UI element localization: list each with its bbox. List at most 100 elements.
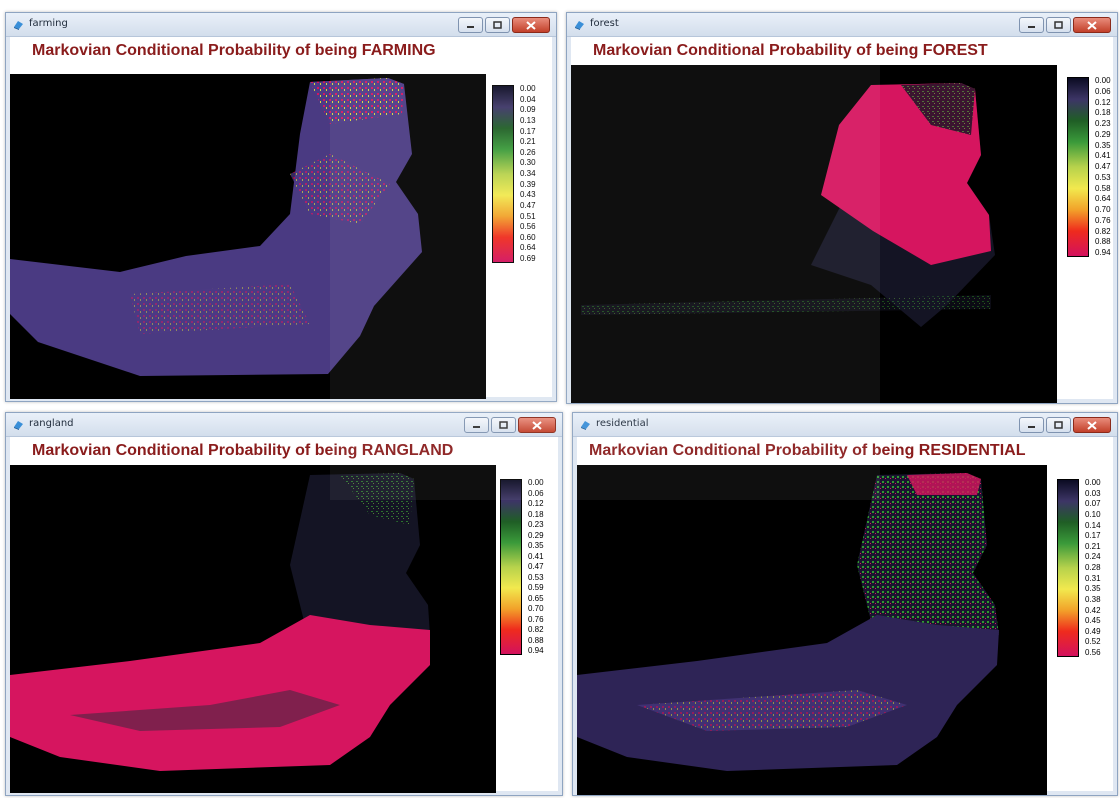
maximize-icon <box>493 21 502 29</box>
legend-tick: 0.52 <box>1085 637 1101 647</box>
legend-tick: 0.28 <box>1085 563 1101 572</box>
forest-window[interactable]: forest Markovian Conditional Probability… <box>566 12 1118 404</box>
close-button[interactable] <box>1073 17 1111 33</box>
legend-color-ramp <box>492 85 514 263</box>
minimize-icon <box>1028 25 1035 28</box>
legend-tick: 0.06 <box>1095 86 1111 96</box>
legend-tick: 0.39 <box>520 179 536 189</box>
legend-tick: 0.88 <box>1095 237 1111 247</box>
map-raster <box>10 78 422 376</box>
legend-tick: 0.76 <box>528 614 544 624</box>
minimize-icon <box>473 425 480 428</box>
legend-tick: 0.94 <box>528 646 544 655</box>
legend-tick: 0.41 <box>528 551 544 561</box>
window-title: farming <box>29 18 68 29</box>
legend-tick: 0.06 <box>528 488 544 498</box>
minimize-icon <box>467 25 474 28</box>
legend-tick: 0.09 <box>520 105 536 115</box>
window-content: Markovian Conditional Probability of bei… <box>10 437 560 793</box>
legend-tick: 0.30 <box>520 158 536 168</box>
title-bar[interactable]: residential <box>573 413 1117 437</box>
layer-app-icon <box>581 421 590 430</box>
legend-tick: 0.41 <box>1095 151 1111 161</box>
map-heading: Markovian Conditional Probability of bei… <box>32 442 454 459</box>
legend-tick: 0.21 <box>1085 541 1101 551</box>
maximize-button[interactable] <box>1046 17 1071 33</box>
legend-tick: 0.10 <box>1085 509 1101 519</box>
window-content: Markovian Conditional Probability of bei… <box>571 37 1113 403</box>
farming-window[interactable]: farming Markovian Conditional Probabilit… <box>5 12 557 402</box>
legend-tick: 0.53 <box>1095 172 1111 182</box>
legend-tick: 0.24 <box>1085 552 1101 562</box>
window-content: Markovian Conditional Probability of bei… <box>577 437 1113 795</box>
minimize-button[interactable] <box>458 17 483 33</box>
title-bar[interactable]: farming <box>6 13 556 37</box>
map-legend: 0.00 0.06 0.12 0.18 0.23 0.29 0.35 0.41 … <box>500 479 560 655</box>
farming-probability-map <box>10 74 486 399</box>
legend-tick: 0.47 <box>1095 162 1111 171</box>
legend-tick: 0.17 <box>1085 531 1101 541</box>
legend-tick: 0.35 <box>1095 140 1111 150</box>
legend-tick: 0.56 <box>1085 648 1101 657</box>
map-raster <box>577 473 999 771</box>
close-icon <box>532 420 542 430</box>
map-legend: 0.00 0.03 0.07 0.10 0.14 0.17 0.21 0.24 … <box>1057 479 1117 657</box>
map-legend: 0.00 0.06 0.12 0.18 0.23 0.29 0.35 0.41 … <box>1067 76 1117 257</box>
minimize-icon <box>1028 425 1035 428</box>
legend-tick: 0.29 <box>528 530 544 540</box>
window-title: forest <box>590 18 619 29</box>
map-raster <box>581 83 995 327</box>
legend-tick: 0.21 <box>520 137 536 147</box>
layer-app-icon <box>14 21 23 30</box>
maximize-icon <box>499 421 508 429</box>
minimize-button[interactable] <box>1019 17 1044 33</box>
legend-tick: 0.03 <box>1085 488 1101 498</box>
legend-tick: 0.35 <box>1085 584 1101 594</box>
residential-window[interactable]: residential Markovian Conditional Probab… <box>572 412 1118 796</box>
legend-tick: 0.94 <box>1095 248 1111 257</box>
legend-tick: 0.51 <box>520 211 536 221</box>
legend-tick: 0.47 <box>528 562 544 571</box>
close-button[interactable] <box>518 417 556 433</box>
map-heading: Markovian Conditional Probability of bei… <box>32 42 436 59</box>
legend-tick: 0.12 <box>1095 97 1111 107</box>
layer-app-icon <box>14 421 23 430</box>
maximize-button[interactable] <box>485 17 510 33</box>
close-icon <box>526 20 536 30</box>
minimize-button[interactable] <box>464 417 489 433</box>
legend-tick: 0.13 <box>520 115 536 125</box>
maximize-icon <box>1054 21 1063 29</box>
legend-tick: 0.70 <box>1095 205 1111 214</box>
legend-tick: 0.07 <box>1085 499 1101 509</box>
maximize-icon <box>1054 421 1063 429</box>
legend-tick: 0.00 <box>1085 478 1101 487</box>
legend-color-ramp <box>500 479 522 655</box>
legend-tick: 0.88 <box>528 635 544 645</box>
legend-tick: 0.18 <box>1095 108 1111 118</box>
close-button[interactable] <box>512 17 550 33</box>
title-bar[interactable]: rangland <box>6 413 562 437</box>
legend-tick: 0.47 <box>520 200 536 210</box>
close-icon <box>1087 420 1097 430</box>
legend-tick: 0.76 <box>1095 215 1111 225</box>
window-content: Markovian Conditional Probability of bei… <box>10 37 552 399</box>
legend-tick: 0.64 <box>1095 194 1111 204</box>
legend-tick: 0.23 <box>1095 119 1111 128</box>
rangland-window[interactable]: rangland Markovian Conditional Probabili… <box>5 412 563 796</box>
legend-tick: 0.38 <box>1085 594 1101 604</box>
legend-tick: 0.70 <box>528 604 544 613</box>
minimize-button[interactable] <box>1019 417 1044 433</box>
title-bar[interactable]: forest <box>567 13 1117 37</box>
window-title: residential <box>596 418 649 429</box>
rangland-probability-map <box>10 465 496 793</box>
maximize-button[interactable] <box>1046 417 1071 433</box>
close-icon <box>1087 20 1097 30</box>
map-raster <box>10 473 430 771</box>
legend-tick: 0.53 <box>528 572 544 582</box>
legend-tick: 0.31 <box>1085 573 1101 583</box>
maximize-button[interactable] <box>491 417 516 433</box>
legend-tick: 0.00 <box>1095 76 1111 85</box>
legend-tick: 0.14 <box>1085 520 1101 530</box>
map-heading: Markovian Conditional Probability of bei… <box>593 42 988 59</box>
close-button[interactable] <box>1073 417 1111 433</box>
